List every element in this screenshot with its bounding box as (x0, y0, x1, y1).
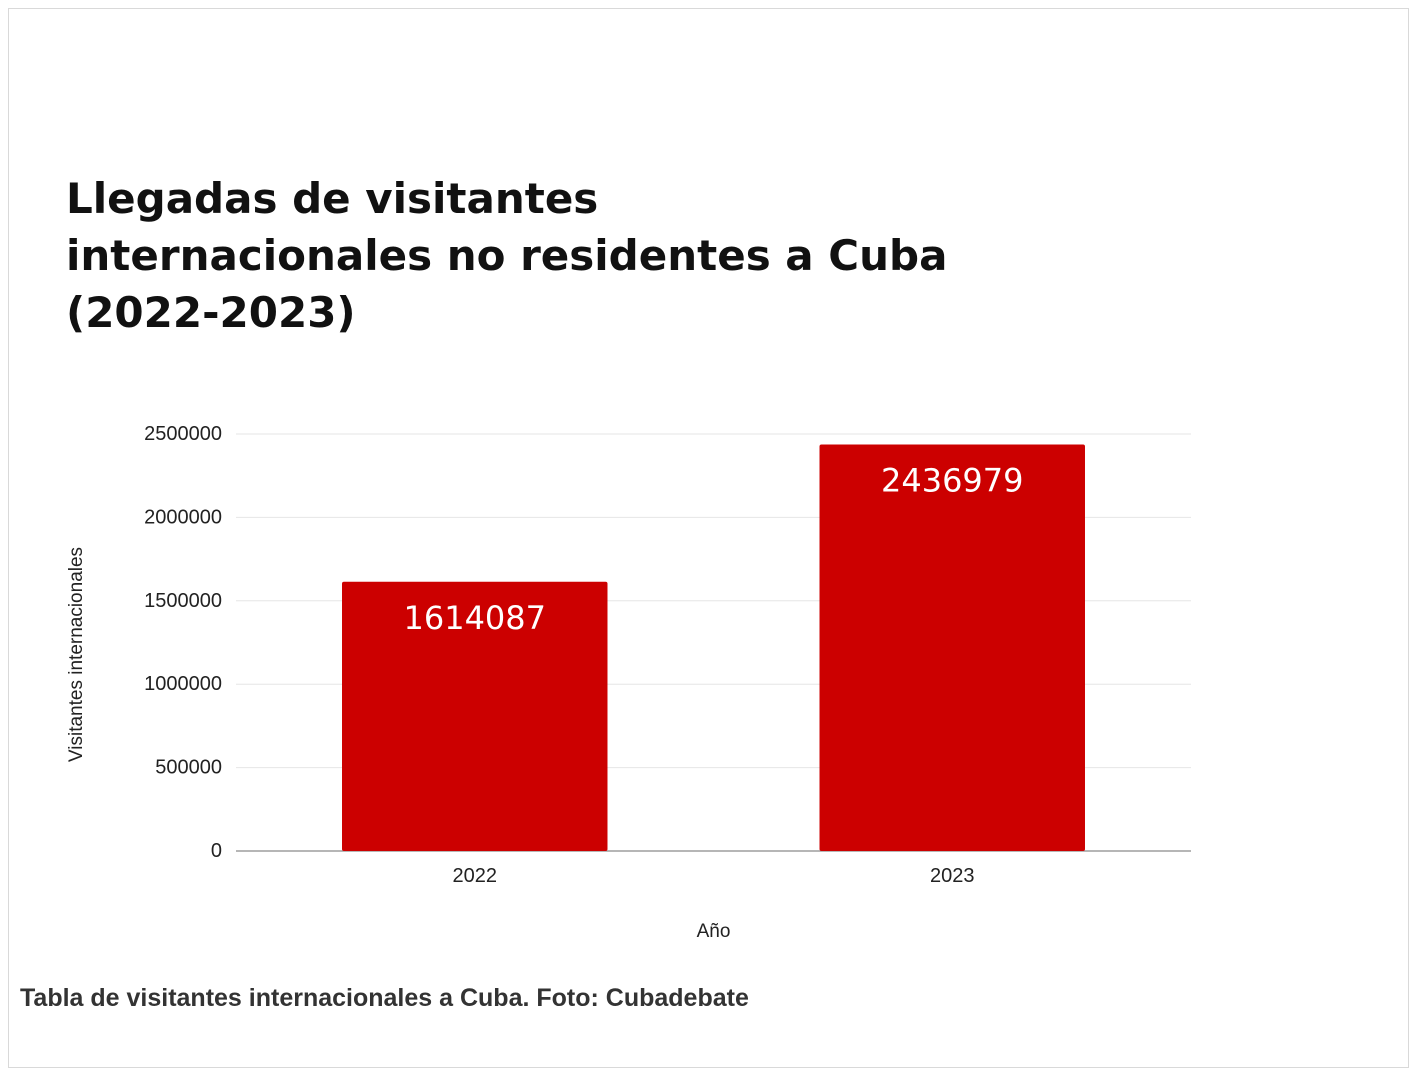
chart-title-line-3: (2022-2023) (66, 288, 356, 337)
bars (342, 444, 1085, 851)
bar-2023 (819, 444, 1085, 851)
y-tick-label: 500000 (155, 757, 222, 779)
y-tick-label: 2000000 (144, 506, 222, 528)
figure-caption: Tabla de visitantes internacionales a Cu… (20, 984, 749, 1012)
data-label: 1614087 (403, 599, 546, 637)
labels: 0 500000 1000000 1500000 2000000 2500000 16140… (144, 423, 1023, 887)
x-tick-label: 2022 (453, 865, 498, 887)
chart-title-line-1: Llegadas de visitantes (66, 174, 599, 223)
chart-title-line-2: internacionales no residentes a Cuba (66, 231, 948, 280)
data-label: 2436979 (881, 462, 1024, 500)
y-tick-label: 1000000 (144, 673, 222, 695)
y-tick-label: 1500000 (144, 590, 222, 612)
x-axis-title: Año (697, 921, 731, 942)
x-tick-label: 2023 (930, 865, 975, 887)
y-axis-title: Visitantes internacionales (66, 547, 87, 762)
y-tick-label: 2500000 (144, 423, 222, 445)
bar-2022 (342, 581, 608, 851)
y-tick-label: 0 (211, 840, 222, 862)
chart-title: Llegadas de visitantes internacionales n… (66, 170, 1066, 341)
bar-chart: 0 500000 1000000 1500000 2000000 2500000 16140… (66, 423, 1191, 942)
